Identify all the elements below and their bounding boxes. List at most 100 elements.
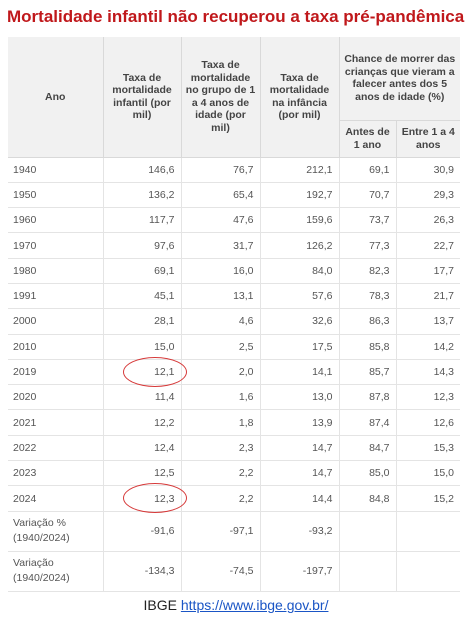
- value-cell-infancia: 13,0: [260, 384, 340, 411]
- value-cell-um-a-quatro: 1,6: [181, 384, 261, 411]
- value-cell-um-a-quatro: 1,8: [181, 409, 261, 436]
- value-cell-infantil: 117,7: [103, 207, 182, 234]
- value-cell-um-a-quatro: 2,5: [181, 334, 261, 360]
- header-before-1-year: Antes de 1 ano: [339, 120, 397, 158]
- variation-value-infancia: -197,7: [260, 551, 340, 592]
- value-cell-antes1: 84,8: [339, 485, 397, 512]
- value-cell-antes1: 84,7: [339, 435, 397, 462]
- value-text: 12,3: [154, 492, 175, 505]
- value-cell-um-a-quatro: 47,6: [181, 207, 261, 234]
- value-cell-infantil: 12,5: [103, 460, 182, 487]
- variation-row: Variação (1940/2024) -134,3 -74,5 -197,7: [8, 551, 461, 592]
- value-cell-infantil: 69,1: [103, 258, 182, 284]
- value-cell-um-a-quatro: 16,0: [181, 258, 261, 284]
- value-cell-um-a-quatro: 13,1: [181, 283, 261, 310]
- value-cell-antes1: 82,3: [339, 258, 397, 284]
- table-row: 2021 12,2 1,8 13,9 87,4 12,6: [8, 409, 461, 436]
- table-row: 1980 69,1 16,0 84,0 82,3 17,7: [8, 258, 461, 284]
- year-cell: 2022: [8, 435, 104, 462]
- value-cell-entre1e4: 26,3: [396, 207, 461, 234]
- value-cell-entre1e4: 30,9: [396, 157, 461, 183]
- value-cell-infantil: 12,1: [103, 356, 187, 387]
- table-row: 2024 12,3 2,2 14,4 84,8 15,2: [8, 483, 461, 514]
- value-cell-infantil: 146,6: [103, 157, 182, 183]
- header-infant-mortality: Taxa de mortalidade infantil (por mil): [103, 37, 182, 158]
- value-cell-infantil: 45,1: [103, 283, 182, 310]
- value-cell-infancia: 212,1: [260, 157, 340, 183]
- value-cell-infancia: 84,0: [260, 258, 340, 284]
- table-row: 2020 11,4 1,6 13,0 87,8 12,3: [8, 384, 461, 411]
- value-cell-infancia: 192,7: [260, 182, 340, 209]
- year-cell: 1960: [8, 207, 104, 234]
- value-cell-entre1e4: 15,2: [396, 485, 461, 512]
- source-link[interactable]: https://www.ibge.gov.br/: [180, 597, 329, 613]
- value-cell-antes1: 69,1: [339, 157, 397, 183]
- table-row: 1960 117,7 47,6 159,6 73,7 26,3: [8, 207, 461, 234]
- value-cell-infancia: 14,7: [260, 435, 340, 462]
- source-footer: IBGE https://www.ibge.gov.br/: [0, 597, 472, 613]
- empty-cell: [339, 551, 397, 592]
- value-cell-um-a-quatro: 2,0: [181, 359, 261, 386]
- variation-label: Variação (1940/2024): [8, 551, 104, 592]
- table-row: 2023 12,5 2,2 14,7 85,0 15,0: [8, 460, 461, 487]
- header-childhood-mortality: Taxa de mortalidade na infância (por mil…: [260, 37, 340, 158]
- value-cell-entre1e4: 12,6: [396, 409, 461, 436]
- year-cell: 2021: [8, 409, 104, 436]
- source-label: IBGE: [143, 597, 177, 613]
- value-cell-infancia: 126,2: [260, 232, 340, 259]
- table-row: 2022 12,4 2,3 14,7 84,7 15,3: [8, 435, 461, 462]
- value-cell-entre1e4: 15,3: [396, 435, 461, 462]
- value-cell-infancia: 159,6: [260, 207, 340, 234]
- value-cell-antes1: 85,8: [339, 334, 397, 360]
- value-cell-infantil: 136,2: [103, 182, 182, 209]
- table-row: 1991 45,1 13,1 57,6 78,3 21,7: [8, 283, 461, 310]
- value-cell-infantil: 15,0: [103, 334, 182, 360]
- year-cell: 2019: [8, 359, 104, 386]
- year-cell: 1980: [8, 258, 104, 284]
- value-cell-entre1e4: 15,0: [396, 460, 461, 487]
- variation-value-um-a-quatro: -97,1: [181, 511, 261, 552]
- value-cell-infancia: 14,4: [260, 485, 340, 512]
- table-row: 1950 136,2 65,4 192,7 70,7 29,3: [8, 182, 461, 209]
- empty-cell: [396, 511, 461, 552]
- value-cell-infancia: 57,6: [260, 283, 340, 310]
- value-cell-antes1: 87,4: [339, 409, 397, 436]
- value-cell-infantil: 97,6: [103, 232, 182, 259]
- value-cell-um-a-quatro: 2,3: [181, 435, 261, 462]
- value-cell-antes1: 85,0: [339, 460, 397, 487]
- variation-row: Variação % (1940/2024) -91,6 -97,1 -93,2: [8, 511, 461, 552]
- table-row: 2019 12,1 2,0 14,1 85,7 14,3: [8, 356, 461, 387]
- empty-cell: [339, 511, 397, 552]
- value-cell-entre1e4: 14,2: [396, 334, 461, 360]
- year-cell: 2024: [8, 485, 104, 512]
- value-cell-entre1e4: 29,3: [396, 182, 461, 209]
- value-cell-entre1e4: 17,7: [396, 258, 461, 284]
- header-ano: Ano: [8, 37, 104, 158]
- variation-label: Variação % (1940/2024): [8, 511, 104, 552]
- value-cell-entre1e4: 22,7: [396, 232, 461, 259]
- empty-cell: [396, 551, 461, 592]
- value-cell-entre1e4: 13,7: [396, 308, 461, 335]
- value-cell-um-a-quatro: 65,4: [181, 182, 261, 209]
- value-cell-infantil: 11,4: [103, 384, 182, 411]
- value-cell-entre1e4: 14,3: [396, 359, 461, 386]
- header-death-chance-group: Chance de morrer das crianças que vieram…: [339, 37, 461, 121]
- variation-value-infantil: -91,6: [103, 511, 182, 552]
- value-cell-entre1e4: 21,7: [396, 283, 461, 310]
- value-cell-um-a-quatro: 76,7: [181, 157, 261, 183]
- mortality-table: Ano Taxa de mortalidade infantil (por mi…: [8, 37, 461, 592]
- year-cell: 1991: [8, 283, 104, 310]
- value-cell-antes1: 78,3: [339, 283, 397, 310]
- value-text: 12,1: [154, 366, 175, 379]
- variation-value-infancia: -93,2: [260, 511, 340, 552]
- value-cell-antes1: 86,3: [339, 308, 397, 335]
- header-1-to-4-years: Entre 1 a 4 anos: [396, 120, 461, 158]
- value-cell-entre1e4: 12,3: [396, 384, 461, 411]
- table-row: 2010 15,0 2,5 17,5 85,8 14,2: [8, 334, 461, 360]
- year-cell: 1940: [8, 157, 104, 183]
- table-row: 2000 28,1 4,6 32,6 86,3 13,7: [8, 308, 461, 335]
- value-cell-antes1: 85,7: [339, 359, 397, 386]
- year-cell: 1950: [8, 182, 104, 209]
- year-cell: 2020: [8, 384, 104, 411]
- value-cell-infantil: 12,3: [103, 483, 187, 514]
